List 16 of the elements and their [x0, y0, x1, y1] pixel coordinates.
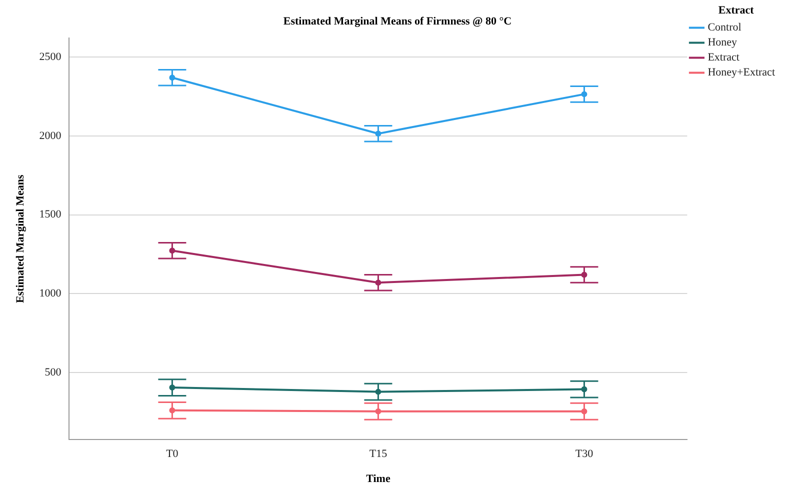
- x-axis-title: Time: [366, 473, 390, 486]
- y-tick-label: 1500: [39, 208, 62, 221]
- chart-title: Estimated Marginal Means of Firmness @ 80 °C: [283, 15, 512, 28]
- legend-label: Control: [708, 22, 742, 34]
- legend-title: Extract: [718, 4, 754, 16]
- legend-label: Honey+Extract: [708, 66, 776, 79]
- x-tick-label: T15: [369, 448, 388, 460]
- y-tick-label: 1000: [39, 288, 62, 300]
- y-axis-title: Estimated Marginal Means: [14, 174, 26, 304]
- y-tick-label: 500: [44, 366, 62, 378]
- legend-label: Honey: [708, 36, 738, 49]
- legend-label: Extract: [708, 52, 740, 64]
- x-tick-label: T30: [575, 448, 594, 460]
- y-tick-label: 2500: [39, 51, 62, 64]
- y-tick-label: 2000: [39, 130, 62, 142]
- x-tick-label: T0: [166, 448, 179, 460]
